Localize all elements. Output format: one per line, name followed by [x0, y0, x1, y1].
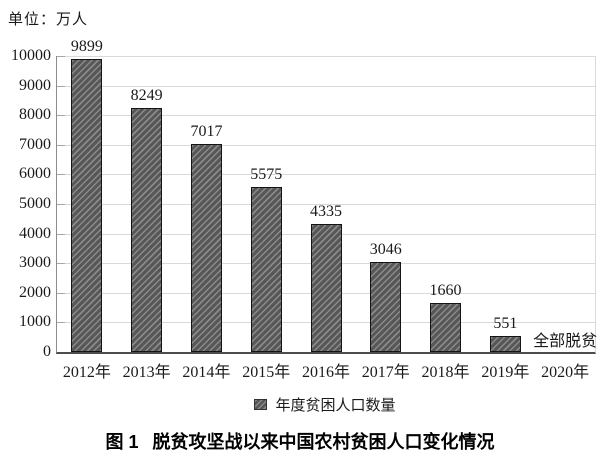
- bar-value-label: 551: [493, 314, 518, 332]
- bar-2016年: [310, 223, 342, 352]
- annotation-label: 全部脱贫: [533, 333, 598, 350]
- x-axis-tick-label: 2017年: [361, 364, 410, 381]
- ytick-1000: [57, 322, 65, 324]
- y-axis-tick-label: 3000: [19, 254, 51, 272]
- bar-value-label: 5575: [250, 165, 283, 183]
- bar-value-label: 7017: [190, 123, 223, 141]
- bar-value-label: 8249: [130, 86, 163, 104]
- plot-area: 0 1000 2000 3000 4000 5000 6000 7000 8000 9000 100…: [11, 38, 597, 381]
- bar-value-label: 9899: [70, 38, 103, 55]
- y-axis-tick-label: 1000: [19, 313, 51, 331]
- x-axis-tick-label: 2012年: [62, 364, 111, 381]
- ytick-4000: [57, 233, 65, 235]
- x-axis-tick-label: 2020年: [541, 364, 590, 381]
- gridline-7000: [57, 144, 595, 146]
- gridline-10000: [57, 56, 595, 57]
- figure-title: 脱贫攻坚战以来中国农村贫困人口变化情况: [152, 432, 495, 452]
- bar-2015年: [250, 186, 282, 352]
- gridline-9000: [57, 85, 595, 87]
- x-axis-tick-label: 2015年: [242, 364, 291, 381]
- y-axis-tick-label: 7000: [19, 135, 51, 153]
- ytick-5000: [57, 204, 65, 205]
- bar-2012年: [71, 58, 103, 352]
- bar-2013年: [131, 107, 163, 352]
- y-axis-tick-label: 2000: [19, 283, 51, 301]
- bar-value-label: 3046: [369, 240, 402, 258]
- legend-label: 年度贫困人口数量: [275, 398, 396, 414]
- legend: 年度贫困人口数量: [56, 394, 594, 415]
- bar-value-label: 1660: [429, 281, 462, 299]
- bar-2019年: [489, 335, 521, 352]
- x-axis-tick-label: 2014年: [182, 364, 231, 381]
- ytick-6000: [57, 174, 65, 176]
- ytick-3000: [57, 263, 65, 265]
- ytick-10000: [57, 56, 65, 57]
- y-axis-tick-label: 8000: [19, 106, 51, 124]
- bar-2017年: [370, 261, 402, 352]
- x-axis-tick-label: 2018年: [421, 364, 470, 381]
- y-axis-tick-label: 4000: [19, 224, 51, 242]
- legend-hatch-swatch-icon: [254, 399, 268, 410]
- unit-label: 单位：万人: [8, 12, 89, 28]
- bar-value-label: 4335: [310, 202, 342, 220]
- ytick-9000: [57, 85, 65, 87]
- ytick-2000: [57, 292, 65, 294]
- gridline-5000: [57, 204, 595, 205]
- gridline-6000: [57, 174, 595, 176]
- y-axis-tick-label: 6000: [19, 165, 51, 183]
- gridline-8000: [57, 115, 595, 117]
- y-axis-tick-label: 5000: [19, 195, 51, 212]
- y-axis-tick-label: 0: [43, 343, 51, 360]
- bar-2018年: [430, 302, 462, 352]
- x-axis-tick-label: 2016年: [301, 364, 350, 381]
- y-axis-tick-label: 10000: [11, 47, 51, 64]
- ytick-8000: [57, 115, 65, 117]
- x-axis-tick-label: 2019年: [481, 364, 530, 381]
- ytick-7000: [57, 144, 65, 146]
- figure-number: 图 1: [105, 432, 139, 452]
- figure-caption: 图 1 脱贫攻坚战以来中国农村贫困人口变化情况: [0, 428, 600, 454]
- x-axis-tick-label: 2013年: [122, 364, 171, 381]
- bar-2014年: [190, 144, 222, 352]
- y-axis-tick-label: 9000: [19, 76, 51, 94]
